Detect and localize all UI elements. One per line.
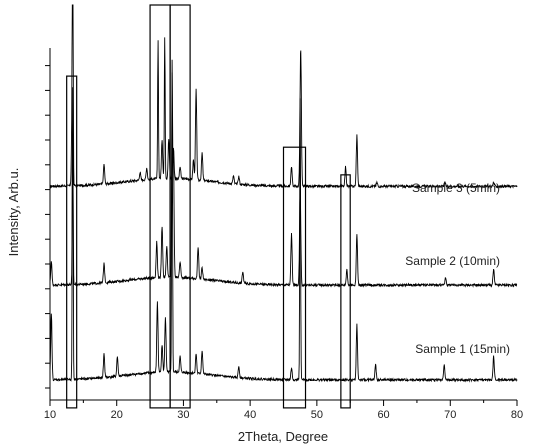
highlight-boxes: [66, 4, 351, 409]
x-tick-label-70: 70: [444, 409, 456, 421]
series-line-2: [49, 59, 518, 288]
series-label-3: Sample 1 (15min): [415, 342, 510, 356]
x-tick-label-20: 20: [111, 409, 123, 421]
axes: 10 20 30 40 50 60 70 80: [44, 48, 523, 421]
series-lines: [49, 4, 518, 383]
x-tick-label-30: 30: [177, 409, 189, 421]
series-label-2: Sample 2 (10min): [405, 254, 500, 268]
x-axis-title: 2Theta, Degree: [238, 429, 328, 444]
highlight-box-4: [282, 146, 307, 409]
highlight-box-2: [149, 4, 171, 409]
x-tick-label-80: 80: [511, 409, 523, 421]
series-line-1: [49, 4, 518, 190]
x-tick-label-10: 10: [44, 409, 56, 421]
x-tick-label-50: 50: [311, 409, 323, 421]
highlight-box-5: [340, 174, 351, 409]
x-tick-label-60: 60: [377, 409, 389, 421]
x-tick-label-40: 40: [244, 409, 256, 421]
highlight-box-3: [169, 4, 191, 409]
y-axis-title: Intensity, Arb.u.: [6, 168, 21, 257]
series-line-3: [49, 72, 518, 383]
series-label-1: Sample 3 (5min): [412, 181, 500, 195]
series-labels: Sample 3 (5min) Sample 2 (10min) Sample 1 …: [405, 181, 510, 356]
